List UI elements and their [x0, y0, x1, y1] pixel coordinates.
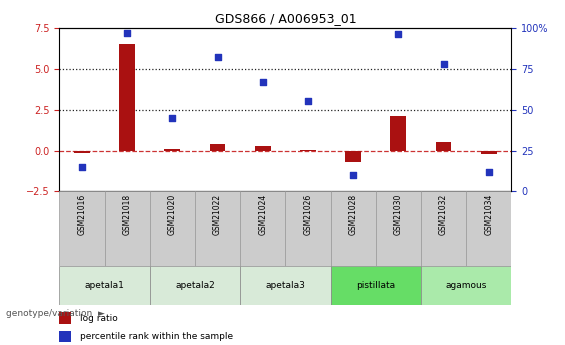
- Bar: [331, 266, 421, 305]
- Text: GSM21026: GSM21026: [303, 194, 312, 235]
- Bar: [164, 149, 180, 150]
- Bar: [150, 266, 240, 305]
- Point: [349, 172, 358, 178]
- Point: [77, 164, 86, 170]
- Bar: [466, 191, 511, 266]
- Point: [213, 54, 222, 60]
- Bar: [376, 191, 421, 266]
- Point: [303, 99, 312, 104]
- Text: agamous: agamous: [445, 281, 487, 290]
- Bar: [255, 146, 271, 150]
- Text: pistillata: pistillata: [356, 281, 395, 290]
- Bar: [240, 266, 331, 305]
- Bar: [436, 142, 451, 150]
- Text: GSM21028: GSM21028: [349, 194, 358, 235]
- Title: GDS866 / A006953_01: GDS866 / A006953_01: [215, 12, 356, 25]
- Point: [258, 79, 267, 85]
- Text: apetala3: apetala3: [266, 281, 305, 290]
- Bar: [150, 191, 195, 266]
- Text: GSM21022: GSM21022: [213, 194, 222, 235]
- Text: GSM21032: GSM21032: [439, 194, 448, 235]
- Text: GSM21024: GSM21024: [258, 194, 267, 235]
- Bar: [421, 191, 466, 266]
- Text: GSM21034: GSM21034: [484, 194, 493, 235]
- Text: genotype/variation  ►: genotype/variation ►: [6, 309, 105, 318]
- Bar: [59, 313, 71, 324]
- Bar: [59, 191, 105, 266]
- Bar: [119, 44, 135, 150]
- Point: [484, 169, 493, 175]
- Text: log ratio: log ratio: [80, 314, 118, 323]
- Point: [394, 31, 403, 37]
- Text: GSM21020: GSM21020: [168, 194, 177, 235]
- Text: apetala2: apetala2: [175, 281, 215, 290]
- Bar: [345, 150, 361, 162]
- Point: [439, 61, 448, 66]
- Text: apetala1: apetala1: [85, 281, 124, 290]
- Bar: [421, 266, 511, 305]
- Bar: [195, 191, 240, 266]
- Point: [123, 30, 132, 35]
- Bar: [105, 191, 150, 266]
- Point: [168, 115, 177, 120]
- Bar: [59, 266, 150, 305]
- Text: GSM21018: GSM21018: [123, 194, 132, 235]
- Text: percentile rank within the sample: percentile rank within the sample: [80, 332, 233, 341]
- Bar: [59, 331, 71, 342]
- Bar: [240, 191, 285, 266]
- Bar: [390, 116, 406, 150]
- Text: GSM21016: GSM21016: [77, 194, 86, 235]
- Bar: [481, 150, 497, 154]
- Bar: [210, 144, 225, 150]
- Bar: [285, 191, 331, 266]
- Bar: [331, 191, 376, 266]
- Bar: [74, 150, 90, 153]
- Text: GSM21030: GSM21030: [394, 194, 403, 235]
